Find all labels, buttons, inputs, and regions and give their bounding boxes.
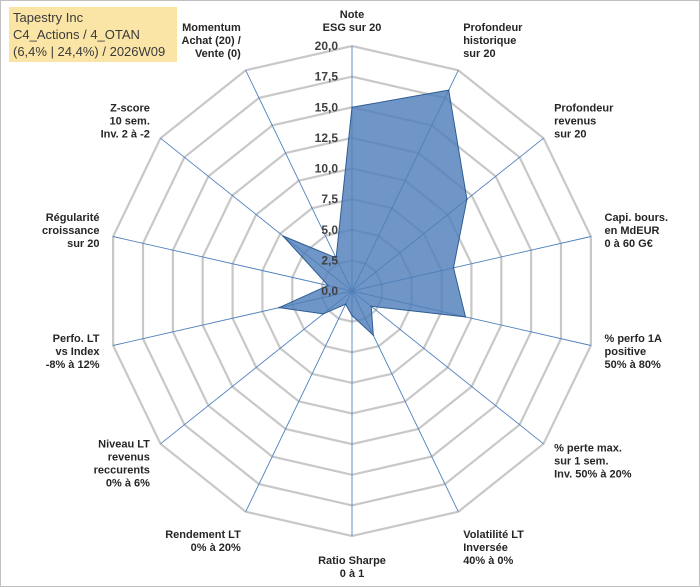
series-point <box>464 316 467 318</box>
axis-label-line: Inv. 50% à 20% <box>554 469 632 481</box>
series-point <box>372 334 375 336</box>
axis-label-line: en MdEUR <box>605 225 660 237</box>
axis-label-line: vs Index <box>55 346 100 358</box>
series-point <box>447 89 450 91</box>
axis-label-line: % perte max. <box>554 443 622 455</box>
series-point <box>335 257 337 259</box>
series-point <box>278 306 280 309</box>
tick-label: 0,0 <box>321 284 338 298</box>
radar-spoke <box>351 290 544 445</box>
axis-label-line: positive <box>605 346 647 358</box>
tick-label: 7,5 <box>321 192 338 206</box>
axis-label-group: % perte max.sur 1 sem.Inv. 50% à 20% <box>554 443 632 481</box>
series-point <box>370 305 373 308</box>
axis-label-line: sur 20 <box>554 129 586 141</box>
tick-label: 5,0 <box>321 223 338 237</box>
axis-label-line: % perfo 1A <box>605 333 663 345</box>
radar-spoke <box>245 290 353 512</box>
tick-label: 10,0 <box>315 162 339 176</box>
axis-label-line: reccurents <box>94 465 150 477</box>
axis-label-line: sur 20 <box>463 48 495 60</box>
axis-label-line: Niveau LT <box>98 439 150 451</box>
axis-label-line: Rendement LT <box>165 529 241 541</box>
axis-label-line: sur 20 <box>67 238 99 250</box>
radial-tick-labels: 0,0 2,5 5,0 7,5 10,0 12,5 15,0 17,5 20,0 <box>315 39 339 298</box>
series-point <box>327 284 329 287</box>
axis-label-line: -8% à 12% <box>46 359 100 371</box>
axis-label-line: Capi. bours. <box>605 212 669 224</box>
axis-label-line: Vente (0) <box>195 48 241 60</box>
axis-label-line: Inversée <box>463 542 508 554</box>
series-point <box>344 303 347 306</box>
tick-label: 17,5 <box>315 70 339 84</box>
tick-label: 20,0 <box>315 39 339 53</box>
radar-spoke <box>112 236 353 292</box>
axis-label-line: croissance <box>42 225 99 237</box>
axis-label-line: 0% à 20% <box>191 542 241 554</box>
axis-label-line: Achat (20) / <box>182 35 241 47</box>
tick-label: 2,5 <box>321 253 338 267</box>
axis-label-line: 0 à 60 G€ <box>605 238 653 250</box>
axis-label-line: revenus <box>108 452 150 464</box>
axis-label-line: Perfo. LT <box>53 333 100 345</box>
info-box: Tapestry Inc C4_Actions / 4_OTAN (6,4% |… <box>9 7 177 62</box>
tick-label: 15,0 <box>315 100 339 114</box>
company-name: Tapestry Inc <box>13 10 84 25</box>
axis-label-line: Profondeur <box>463 22 523 34</box>
axis-label-line: Profondeur <box>554 103 614 115</box>
series-point <box>351 106 353 109</box>
series-point <box>322 313 325 315</box>
axis-label-line: Ratio Sharpe <box>318 555 386 567</box>
axis-label-line: 40% à 0% <box>463 555 513 567</box>
axis-label-line: Momentum <box>182 22 241 34</box>
axis-label-group: Rendement LT0% à 20% <box>165 529 241 554</box>
series-point <box>351 314 353 317</box>
axis-label-line: 0 à 1 <box>340 568 364 580</box>
radar-series <box>277 89 468 337</box>
axis-label-line: ESG sur 20 <box>323 22 382 34</box>
axis-label-line: Volatilité LT <box>463 529 524 541</box>
portfolio-stats: (6,4% | 24,4%) / 2026W09 <box>13 44 166 59</box>
axis-label-line: 50% à 80% <box>605 359 661 371</box>
series-point <box>452 267 455 269</box>
axis-label-line: sur 1 sem. <box>554 456 608 468</box>
axis-label-line: Inv. 2 à -2 <box>101 129 150 141</box>
axis-label-line: Régularité <box>46 212 100 224</box>
axis-label-line: Note <box>340 9 364 21</box>
tick-label: 12,5 <box>315 131 339 145</box>
portfolio-name: C4_Actions / 4_OTAN <box>13 27 140 42</box>
radar-spoke <box>160 290 353 445</box>
series-point <box>282 235 284 237</box>
radar-spoke <box>245 70 353 292</box>
axis-label-line: historique <box>463 35 516 47</box>
series-point <box>466 198 468 201</box>
axis-label-line: 0% à 6% <box>106 478 150 490</box>
axis-label-line: revenus <box>554 116 596 128</box>
axis-label-line: 10 sem. <box>110 116 150 128</box>
axis-label-line: Z-score <box>110 103 150 115</box>
